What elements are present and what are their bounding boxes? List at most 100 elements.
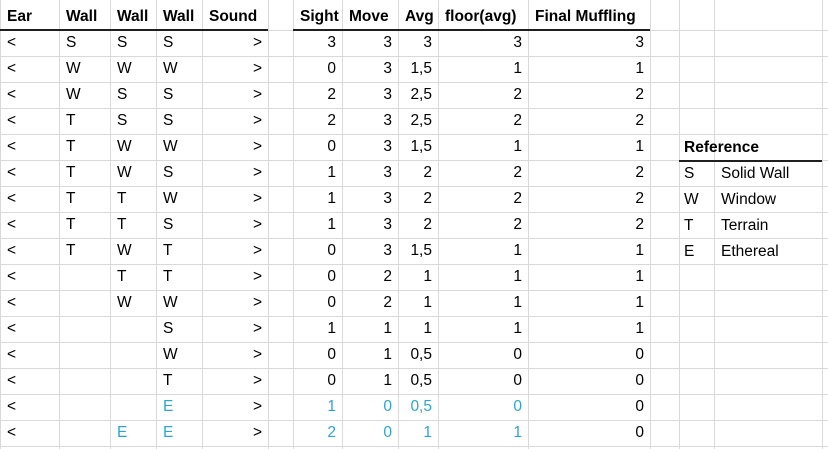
reference-code[interactable]: S — [684, 165, 695, 182]
cell-floor[interactable]: 2 — [513, 86, 522, 103]
cell-sight[interactable]: 0 — [327, 372, 336, 389]
cell-sight[interactable]: 1 — [327, 216, 336, 233]
cell-avg[interactable]: 2,5 — [410, 112, 432, 129]
cell-w2[interactable]: W — [117, 294, 132, 311]
cell-final[interactable]: 3 — [635, 34, 644, 51]
cell-w3[interactable]: W — [163, 60, 178, 77]
cell-floor[interactable]: 1 — [513, 424, 522, 441]
cell-move[interactable]: 3 — [383, 242, 392, 259]
cell-move[interactable]: 3 — [383, 34, 392, 51]
cell-avg[interactable]: 2,5 — [410, 86, 432, 103]
cell-avg[interactable]: 0,5 — [410, 346, 432, 363]
column-header[interactable]: Wall — [163, 8, 195, 25]
cell-avg[interactable]: 0,5 — [410, 398, 432, 415]
cell-w3[interactable]: S — [163, 86, 174, 103]
cell-sight[interactable]: 0 — [327, 138, 336, 155]
column-header[interactable]: Final Muffling — [535, 8, 636, 25]
cell-move[interactable]: 1 — [383, 346, 392, 363]
cell-w1[interactable]: T — [66, 164, 76, 181]
cell-sound[interactable]: > — [252, 138, 262, 155]
cell-avg[interactable]: 2 — [423, 216, 432, 233]
cell-ear[interactable]: < — [7, 34, 17, 51]
cell-sound[interactable]: > — [252, 60, 262, 77]
cell-ear[interactable]: < — [7, 372, 17, 389]
cell-ear[interactable]: < — [7, 424, 17, 441]
cell-w3[interactable]: S — [163, 164, 174, 181]
cell-sight[interactable]: 1 — [327, 190, 336, 207]
cell-ear[interactable]: < — [7, 112, 17, 129]
cell-sight[interactable]: 0 — [327, 294, 336, 311]
cell-sound[interactable]: > — [252, 268, 262, 285]
cell-ear[interactable]: < — [7, 294, 17, 311]
cell-move[interactable]: 3 — [383, 164, 392, 181]
cell-sight[interactable]: 0 — [327, 60, 336, 77]
cell-move[interactable]: 3 — [383, 190, 392, 207]
cell-ear[interactable]: < — [7, 138, 17, 155]
cell-ear[interactable]: < — [7, 216, 17, 233]
cell-sound[interactable]: > — [252, 346, 262, 363]
cell-ear[interactable]: < — [7, 268, 17, 285]
column-header[interactable]: Move — [349, 8, 389, 25]
cell-w1[interactable]: W — [66, 86, 81, 103]
cell-w2[interactable]: S — [117, 112, 128, 129]
cell-avg[interactable]: 1,5 — [410, 138, 432, 155]
cell-floor[interactable]: 2 — [513, 190, 522, 207]
cell-w2[interactable]: W — [117, 242, 132, 259]
cell-sound[interactable]: > — [252, 112, 262, 129]
column-header[interactable]: Sound — [209, 8, 258, 25]
cell-final[interactable]: 0 — [635, 346, 644, 363]
cell-move[interactable]: 3 — [383, 86, 392, 103]
cell-w1[interactable]: T — [66, 216, 76, 233]
cell-floor[interactable]: 3 — [513, 34, 522, 51]
cell-final[interactable]: 1 — [635, 294, 644, 311]
cell-sound[interactable]: > — [252, 216, 262, 233]
reference-code[interactable]: W — [684, 191, 699, 208]
cell-w3[interactable]: W — [163, 190, 178, 207]
cell-ear[interactable]: < — [7, 164, 17, 181]
cell-w2[interactable]: T — [117, 268, 127, 285]
reference-code[interactable]: T — [684, 217, 694, 234]
reference-label[interactable]: Window — [721, 191, 777, 208]
cell-move[interactable]: 3 — [383, 138, 392, 155]
cell-move[interactable]: 3 — [383, 216, 392, 233]
cell-sound[interactable]: > — [252, 372, 262, 389]
cell-final[interactable]: 1 — [635, 242, 644, 259]
cell-w1[interactable]: W — [66, 60, 81, 77]
cell-w2[interactable]: E — [117, 424, 128, 441]
cell-floor[interactable]: 1 — [513, 294, 522, 311]
cell-w3[interactable]: W — [163, 138, 178, 155]
cell-w1[interactable]: T — [66, 138, 76, 155]
cell-w3[interactable]: S — [163, 112, 174, 129]
cell-move[interactable]: 2 — [383, 294, 392, 311]
cell-sound[interactable]: > — [252, 190, 262, 207]
cell-floor[interactable]: 1 — [513, 60, 522, 77]
cell-ear[interactable]: < — [7, 86, 17, 103]
cell-w3[interactable]: S — [163, 34, 174, 51]
cell-ear[interactable]: < — [7, 346, 17, 363]
cell-avg[interactable]: 1,5 — [410, 242, 432, 259]
cell-final[interactable]: 1 — [635, 138, 644, 155]
cell-floor[interactable]: 0 — [513, 398, 522, 415]
cell-sight[interactable]: 1 — [327, 164, 336, 181]
cell-w2[interactable]: W — [117, 138, 132, 155]
cell-avg[interactable]: 1 — [423, 424, 432, 441]
cell-avg[interactable]: 2 — [423, 190, 432, 207]
cell-sound[interactable]: > — [252, 86, 262, 103]
column-header[interactable]: Sight — [300, 8, 339, 25]
cell-floor[interactable]: 2 — [513, 112, 522, 129]
cell-w3[interactable]: E — [163, 424, 174, 441]
cell-move[interactable]: 3 — [383, 112, 392, 129]
cell-final[interactable]: 1 — [635, 60, 644, 77]
cell-sound[interactable]: > — [252, 294, 262, 311]
cell-ear[interactable]: < — [7, 60, 17, 77]
cell-w2[interactable]: W — [117, 164, 132, 181]
cell-final[interactable]: 2 — [635, 216, 644, 233]
cell-w1[interactable]: T — [66, 190, 76, 207]
cell-final[interactable]: 0 — [635, 372, 644, 389]
column-header[interactable]: Avg — [405, 8, 434, 25]
cell-sound[interactable]: > — [252, 424, 262, 441]
cell-final[interactable]: 2 — [635, 164, 644, 181]
cell-avg[interactable]: 3 — [423, 34, 432, 51]
cell-w3[interactable]: T — [163, 242, 173, 259]
cell-w2[interactable]: T — [117, 190, 127, 207]
